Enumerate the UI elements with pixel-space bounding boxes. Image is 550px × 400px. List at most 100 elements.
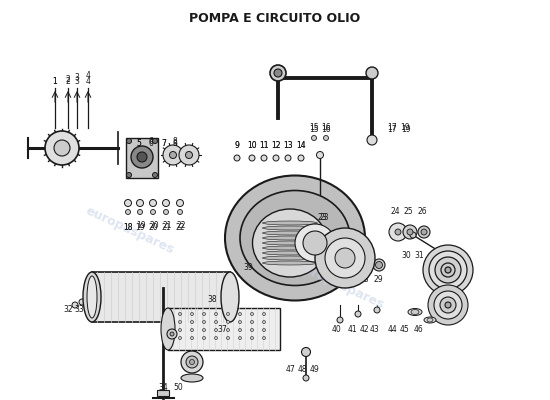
Text: 32: 32 [63, 306, 73, 314]
Text: 19: 19 [136, 222, 146, 230]
Text: 21: 21 [161, 224, 170, 232]
Ellipse shape [427, 318, 433, 322]
Text: 43: 43 [370, 326, 380, 334]
Text: 12: 12 [271, 142, 280, 150]
Ellipse shape [408, 308, 422, 316]
Circle shape [274, 69, 282, 77]
Circle shape [239, 320, 241, 324]
Circle shape [87, 297, 93, 303]
Text: 11: 11 [259, 142, 269, 150]
Text: 40: 40 [332, 326, 342, 334]
Text: 18: 18 [123, 224, 133, 232]
Text: 22: 22 [175, 224, 185, 232]
Text: 25: 25 [403, 208, 413, 216]
Text: 21: 21 [162, 222, 172, 230]
Text: 19: 19 [400, 124, 410, 132]
Text: 4: 4 [86, 76, 90, 86]
Text: 30: 30 [401, 252, 411, 260]
Circle shape [250, 328, 254, 332]
Ellipse shape [161, 308, 175, 350]
Circle shape [239, 336, 241, 340]
Circle shape [202, 328, 206, 332]
Circle shape [311, 136, 316, 140]
Circle shape [349, 262, 355, 268]
Circle shape [227, 328, 229, 332]
Circle shape [445, 302, 451, 308]
Circle shape [239, 312, 241, 316]
Circle shape [418, 226, 430, 238]
Circle shape [227, 336, 229, 340]
Ellipse shape [262, 226, 317, 230]
Circle shape [301, 348, 311, 356]
Text: 1: 1 [53, 78, 57, 86]
Circle shape [421, 229, 427, 235]
Text: 31: 31 [414, 252, 424, 260]
Text: 45: 45 [400, 326, 410, 334]
Text: 48: 48 [297, 366, 307, 374]
Circle shape [440, 297, 456, 313]
Circle shape [250, 320, 254, 324]
Circle shape [131, 146, 153, 168]
Circle shape [366, 67, 378, 79]
Text: 2: 2 [65, 76, 70, 84]
Circle shape [162, 200, 169, 206]
Circle shape [163, 210, 168, 214]
Circle shape [202, 320, 206, 324]
Bar [126, 138, 158, 178]
Circle shape [234, 155, 240, 161]
Circle shape [250, 336, 254, 340]
Circle shape [262, 312, 266, 316]
Text: 13: 13 [283, 142, 293, 150]
Text: 19: 19 [401, 124, 411, 134]
Circle shape [190, 320, 194, 324]
Circle shape [303, 231, 327, 255]
Circle shape [79, 299, 85, 305]
Text: 35: 35 [88, 306, 98, 314]
Text: europaspares: europaspares [294, 259, 386, 311]
Text: 36: 36 [165, 336, 175, 344]
Circle shape [163, 145, 183, 165]
Bar [157, 390, 169, 396]
Text: 5: 5 [136, 140, 141, 148]
Circle shape [250, 312, 254, 316]
Circle shape [316, 152, 323, 158]
Circle shape [190, 336, 194, 340]
Circle shape [227, 320, 229, 324]
Ellipse shape [240, 190, 350, 286]
Circle shape [298, 155, 304, 161]
Circle shape [190, 312, 194, 316]
Circle shape [138, 210, 142, 214]
Text: 5: 5 [136, 138, 141, 148]
Circle shape [315, 228, 375, 288]
Circle shape [395, 229, 401, 235]
Circle shape [270, 65, 286, 81]
Text: 6: 6 [148, 138, 153, 148]
Circle shape [190, 328, 194, 332]
Ellipse shape [252, 209, 327, 277]
Ellipse shape [262, 236, 317, 240]
Text: 6: 6 [148, 138, 153, 146]
Circle shape [325, 238, 365, 278]
Circle shape [428, 285, 468, 325]
Ellipse shape [262, 256, 317, 260]
Circle shape [273, 155, 279, 161]
Text: 4: 4 [86, 72, 90, 80]
Circle shape [151, 210, 156, 214]
Circle shape [373, 259, 385, 271]
Circle shape [262, 328, 266, 332]
Text: 18: 18 [123, 224, 133, 232]
Circle shape [190, 360, 195, 364]
Circle shape [72, 302, 78, 308]
Text: 39: 39 [243, 264, 253, 272]
Text: 2: 2 [65, 76, 70, 86]
Circle shape [239, 328, 241, 332]
Text: 38: 38 [207, 296, 217, 304]
Circle shape [214, 328, 217, 332]
Text: 14: 14 [296, 142, 306, 150]
Text: 29: 29 [373, 276, 383, 284]
Text: 10: 10 [247, 140, 257, 150]
Circle shape [374, 307, 380, 313]
Text: 46: 46 [413, 326, 423, 334]
Circle shape [227, 312, 229, 316]
Circle shape [357, 257, 373, 273]
